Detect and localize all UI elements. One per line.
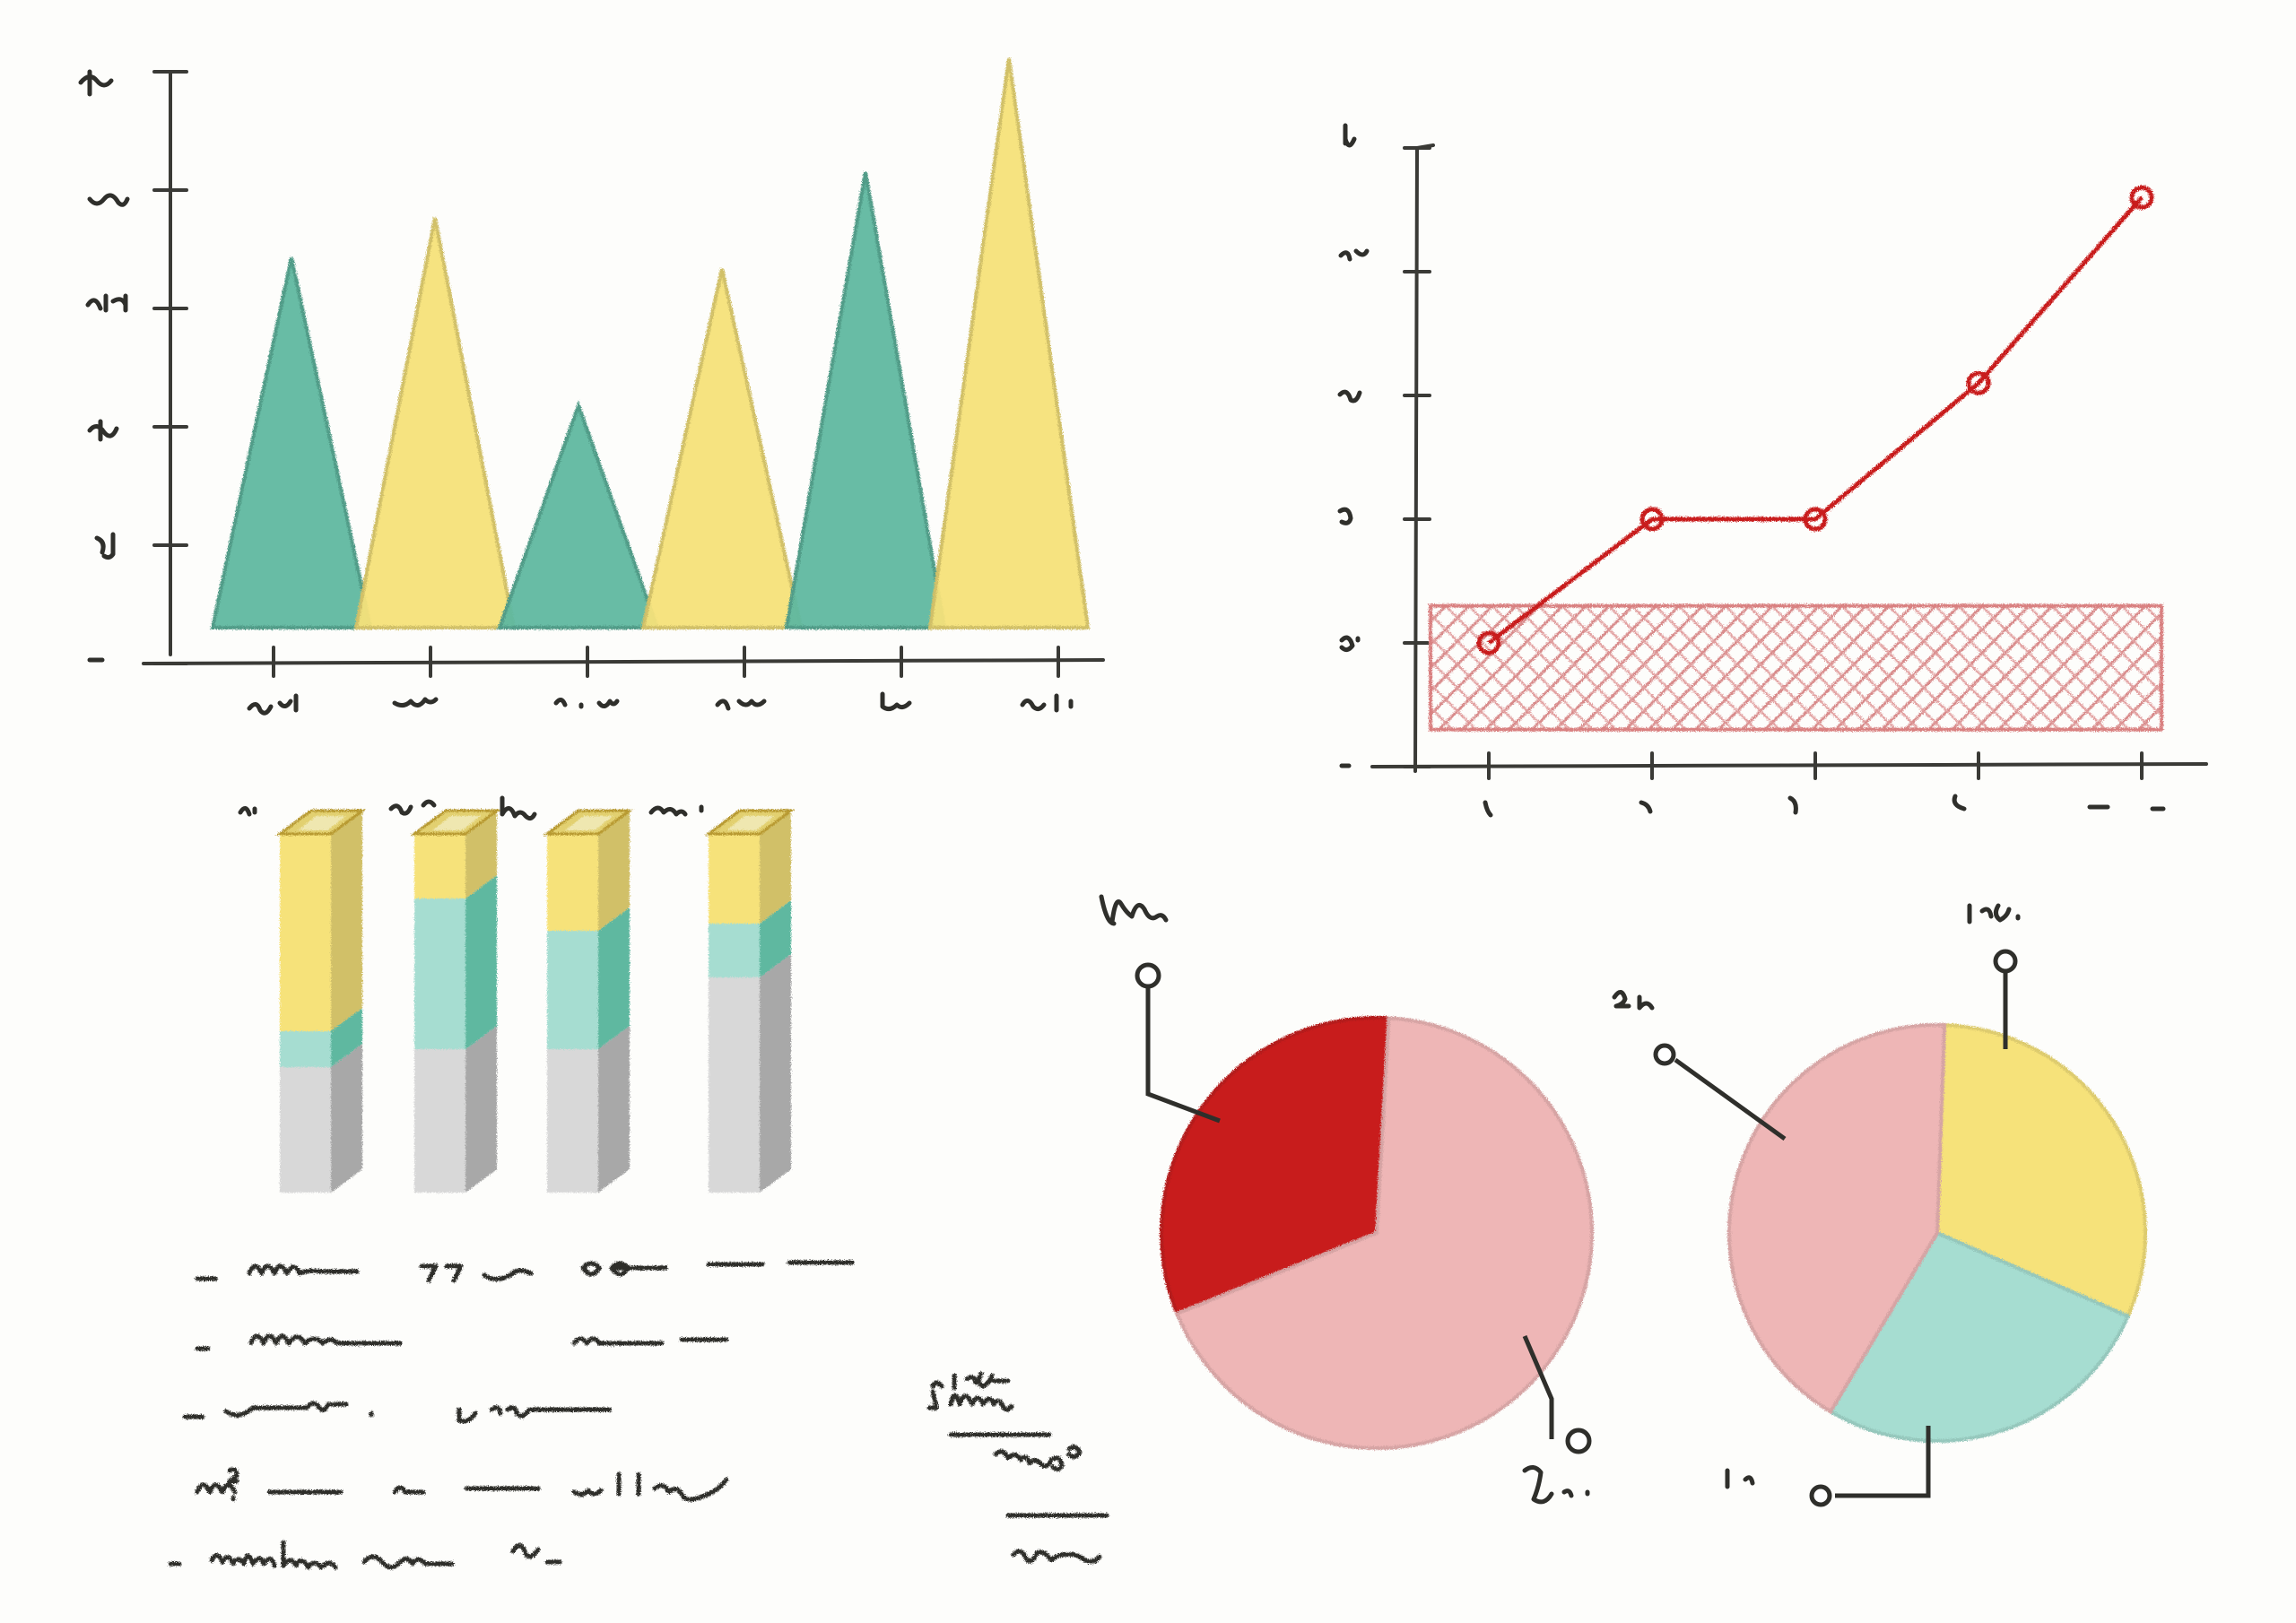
peak-yellow-2 — [353, 217, 517, 629]
peak-chart-y-ticks — [152, 70, 188, 665]
segment-yellow-front — [709, 834, 761, 924]
segment-yellow-side — [465, 811, 497, 898]
callout-dot — [1809, 1484, 1832, 1507]
peak-yellow-6 — [927, 57, 1091, 629]
segment-grey-side — [331, 1044, 362, 1193]
line-chart — [1337, 123, 2208, 818]
pie-slice-pink — [1174, 1016, 1594, 1450]
peak-chart-tick-scribbles — [78, 69, 1074, 716]
segment-teal-side — [598, 907, 630, 1049]
stack-column-1 — [275, 809, 367, 1193]
line-point-3 — [1803, 507, 1828, 532]
column-top-inner — [565, 816, 613, 830]
crosshatched-band — [1429, 603, 2163, 732]
peak-chart-marks — [210, 57, 1091, 629]
pie-chart-left — [1099, 894, 1594, 1505]
segment-teal-front — [414, 898, 466, 1049]
column-top-inner — [432, 816, 481, 830]
segment-yellow-front — [280, 834, 332, 1031]
pie-chart-right — [1612, 903, 2147, 1507]
pie-left-slices — [1160, 1015, 1594, 1450]
line-chart-tick-scribbles — [1337, 123, 2166, 818]
stacked-column-chart — [238, 795, 796, 1193]
segment-teal-front — [280, 1031, 332, 1067]
pie-slice-pink — [1727, 1023, 1947, 1415]
handwritten-notes — [168, 1260, 1109, 1570]
segment-grey-front — [280, 1067, 332, 1193]
pie-left-callouts — [1099, 894, 1592, 1505]
segment-yellow-side — [598, 811, 630, 931]
column-top-inner — [726, 816, 775, 830]
peak-teal-1 — [210, 256, 373, 629]
segment-grey-side — [465, 1026, 497, 1193]
pie-slice-yellow — [1935, 1023, 2147, 1319]
line-chart-x-axis — [1370, 762, 2208, 768]
segment-grey-side — [760, 954, 791, 1193]
segment-yellow-front — [547, 834, 599, 931]
segment-yellow-side — [760, 811, 791, 924]
stack-column-2 — [410, 809, 501, 1193]
column-top-inner — [298, 816, 346, 830]
line-chart-y-ticks — [1403, 146, 1431, 768]
stacked-columns — [275, 809, 796, 1193]
pie-slice-mint — [1828, 1230, 2131, 1443]
segment-teal-side — [465, 875, 497, 1049]
pie-slice-red — [1160, 1015, 1391, 1316]
peak-chart-x-axis — [142, 658, 1105, 665]
peak-bar-chart — [78, 57, 1105, 716]
line-point-1 — [1476, 630, 1501, 655]
segment-grey-front — [414, 1049, 466, 1193]
pie-right-slices — [1727, 1023, 2147, 1443]
segment-grey-front — [547, 1049, 599, 1193]
callout-dot — [1653, 1043, 1676, 1066]
segment-grey-side — [598, 1026, 630, 1193]
callout-dot — [1135, 962, 1161, 989]
line-path — [1487, 195, 2144, 645]
stack-column-4 — [704, 809, 796, 1193]
peak-teal-3 — [497, 400, 660, 629]
segment-teal-front — [709, 924, 761, 977]
peak-chart-x-ticks — [272, 646, 1060, 678]
stack-column-3 — [543, 809, 634, 1193]
stack-label-scribbles — [238, 795, 704, 821]
callout-dot — [1565, 1428, 1592, 1454]
segment-yellow-side — [331, 811, 362, 1031]
segment-grey-front — [709, 977, 761, 1193]
callout-dot — [1993, 949, 2018, 974]
segment-teal-side — [331, 1008, 362, 1067]
segment-teal-front — [547, 931, 599, 1049]
line-point-4 — [1966, 370, 1991, 395]
line-chart-x-ticks — [1487, 751, 2144, 780]
line-series-red — [1476, 185, 2154, 655]
pie-right-callouts — [1612, 903, 2021, 1507]
segment-teal-side — [760, 900, 791, 977]
line-point-2 — [1639, 507, 1665, 532]
segment-yellow-front — [414, 834, 466, 898]
band-rect — [1429, 603, 2163, 732]
line-point-5 — [2129, 185, 2154, 210]
peak-teal-5 — [784, 171, 947, 629]
peak-yellow-4 — [640, 268, 804, 629]
